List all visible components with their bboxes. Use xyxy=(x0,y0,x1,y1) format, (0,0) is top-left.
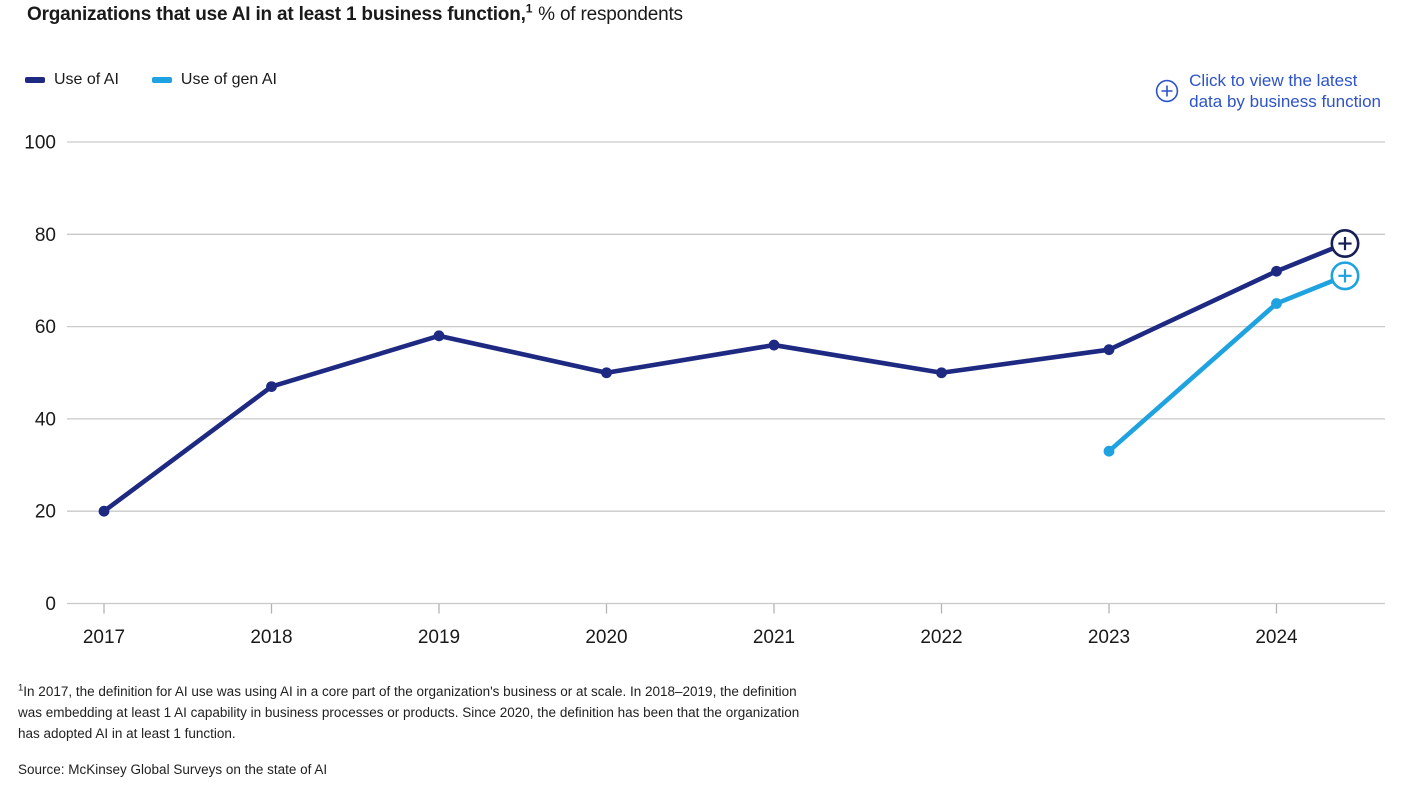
legend-item-use-of-gen-ai: Use of gen AI xyxy=(151,71,277,89)
chart-legend: Use of AI Use of gen AI xyxy=(25,71,277,89)
latest-data-marker-use-of-gen-ai[interactable] xyxy=(1330,261,1360,291)
data-point xyxy=(98,505,110,517)
data-point xyxy=(936,367,947,379)
link-text-line2: data by business function xyxy=(1189,92,1381,111)
link-text-line1: Click to view the latest xyxy=(1189,71,1358,90)
plus-circle-icon xyxy=(1155,79,1179,103)
x-axis-label: 2018 xyxy=(250,627,292,648)
series-use-of-gen-ai xyxy=(1103,273,1348,457)
title-footnote-marker: 1 xyxy=(525,1,533,16)
footnote: 1In 2017, the definition for AI use was … xyxy=(18,681,799,744)
y-axis-label: 80 xyxy=(35,225,56,246)
x-axis-label: 2019 xyxy=(418,627,460,648)
x-axis-label: 2020 xyxy=(585,627,627,648)
view-latest-data-link[interactable]: Click to view the latest data by busines… xyxy=(1155,70,1381,112)
page-title: Organizations that use AI in at least 1 … xyxy=(27,1,683,26)
x-axis-label: 2022 xyxy=(920,627,962,648)
x-axis-label: 2023 xyxy=(1088,627,1130,648)
data-point xyxy=(1103,445,1115,457)
y-axis-label: 0 xyxy=(45,594,56,615)
line-chart: 0 20 40 60 80 100 2017 2018 2019 2020 2021 2022 2023… xyxy=(24,133,1385,648)
y-axis-label: 20 xyxy=(35,502,56,523)
footnote-line: 1In 2017, the definition for AI use was … xyxy=(18,682,797,699)
footnote-marker: 1 xyxy=(18,682,24,694)
title-bold-text: Organizations that use AI in at least 1 … xyxy=(27,4,526,25)
y-axis-label: 60 xyxy=(35,317,56,338)
x-axis-label: 2024 xyxy=(1255,627,1298,648)
legend-swatch-use-of-gen-ai xyxy=(151,77,172,83)
footnote-line: has adopted AI in at least 1 function. xyxy=(18,726,236,741)
legend-item-use-of-ai: Use of AI xyxy=(25,71,119,89)
title-subtitle-text: % of respondents xyxy=(538,4,683,25)
data-point xyxy=(768,339,780,351)
x-axis-label: 2017 xyxy=(83,627,125,648)
x-axis: 2017 2018 2019 2020 2021 2022 2023 2024 xyxy=(83,604,1298,648)
data-point xyxy=(1271,298,1282,309)
x-axis-label: 2021 xyxy=(753,627,795,648)
y-axis-label: 100 xyxy=(24,133,56,154)
legend-swatch-use-of-ai xyxy=(25,77,45,83)
legend-label: Use of AI xyxy=(54,71,119,88)
data-point xyxy=(433,330,445,342)
data-point xyxy=(266,381,277,392)
gridlines-and-y-axis: 0 20 40 60 80 100 xyxy=(24,133,1385,615)
data-point xyxy=(1103,344,1115,356)
data-point xyxy=(1271,265,1282,277)
series-use-of-ai xyxy=(98,241,1348,517)
data-point xyxy=(601,367,612,379)
legend-label: Use of gen AI xyxy=(180,71,277,88)
y-axis-label: 40 xyxy=(35,409,56,430)
source-line: Source: McKinsey Global Surveys on the s… xyxy=(18,762,328,777)
footnote-line: was embedding at least 1 AI capability i… xyxy=(18,705,800,720)
latest-data-marker-use-of-ai[interactable] xyxy=(1330,229,1360,259)
